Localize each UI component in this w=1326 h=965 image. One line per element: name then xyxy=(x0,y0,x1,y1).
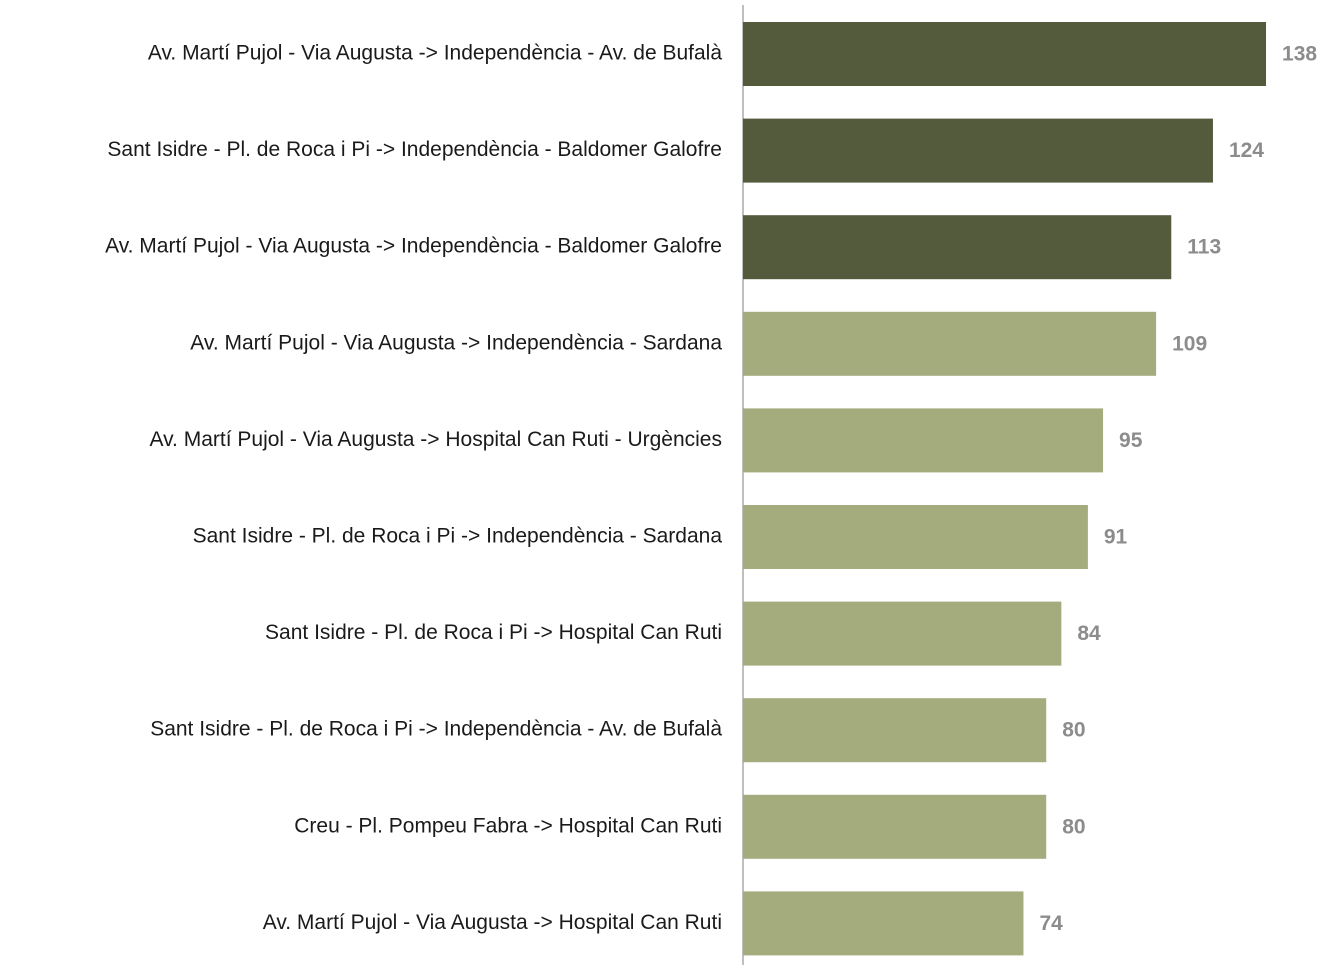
bar xyxy=(743,698,1047,763)
value-label: 80 xyxy=(1062,815,1085,838)
category-label: Sant Isidre - Pl. de Roca i Pi -> Indepe… xyxy=(107,138,722,161)
value-label: 74 xyxy=(1039,912,1063,935)
value-label: 124 xyxy=(1229,139,1264,162)
category-label: Av. Martí Pujol - Via Augusta -> Indepen… xyxy=(105,235,722,258)
bar xyxy=(743,311,1157,376)
bar xyxy=(743,408,1104,473)
bar xyxy=(743,118,1213,183)
value-label: 91 xyxy=(1104,526,1128,549)
value-label: 95 xyxy=(1119,429,1143,452)
value-label: 109 xyxy=(1172,332,1207,355)
bar xyxy=(743,505,1088,569)
bar xyxy=(743,891,1024,956)
category-label: Av. Martí Pujol - Via Augusta -> Indepen… xyxy=(148,42,722,65)
category-label: Creu - Pl. Pompeu Fabra -> Hospital Can … xyxy=(294,814,722,837)
category-label: Av. Martí Pujol - Via Augusta -> Hospita… xyxy=(263,911,722,934)
category-label: Av. Martí Pujol - Via Augusta -> Hospita… xyxy=(149,428,722,451)
category-label: Sant Isidre - Pl. de Roca i Pi -> Hospit… xyxy=(265,621,722,644)
category-label: Sant Isidre - Pl. de Roca i Pi -> Indepe… xyxy=(193,525,723,548)
category-label: Av. Martí Pujol - Via Augusta -> Indepen… xyxy=(190,331,722,354)
value-label: 113 xyxy=(1187,236,1221,259)
value-label: 80 xyxy=(1062,719,1085,742)
category-label: Sant Isidre - Pl. de Roca i Pi -> Indepe… xyxy=(150,718,722,741)
bar xyxy=(743,215,1172,280)
bar xyxy=(743,601,1062,666)
bar xyxy=(743,794,1047,859)
bar xyxy=(743,22,1267,86)
value-label: 138 xyxy=(1282,43,1317,66)
value-label: 84 xyxy=(1077,622,1101,645)
